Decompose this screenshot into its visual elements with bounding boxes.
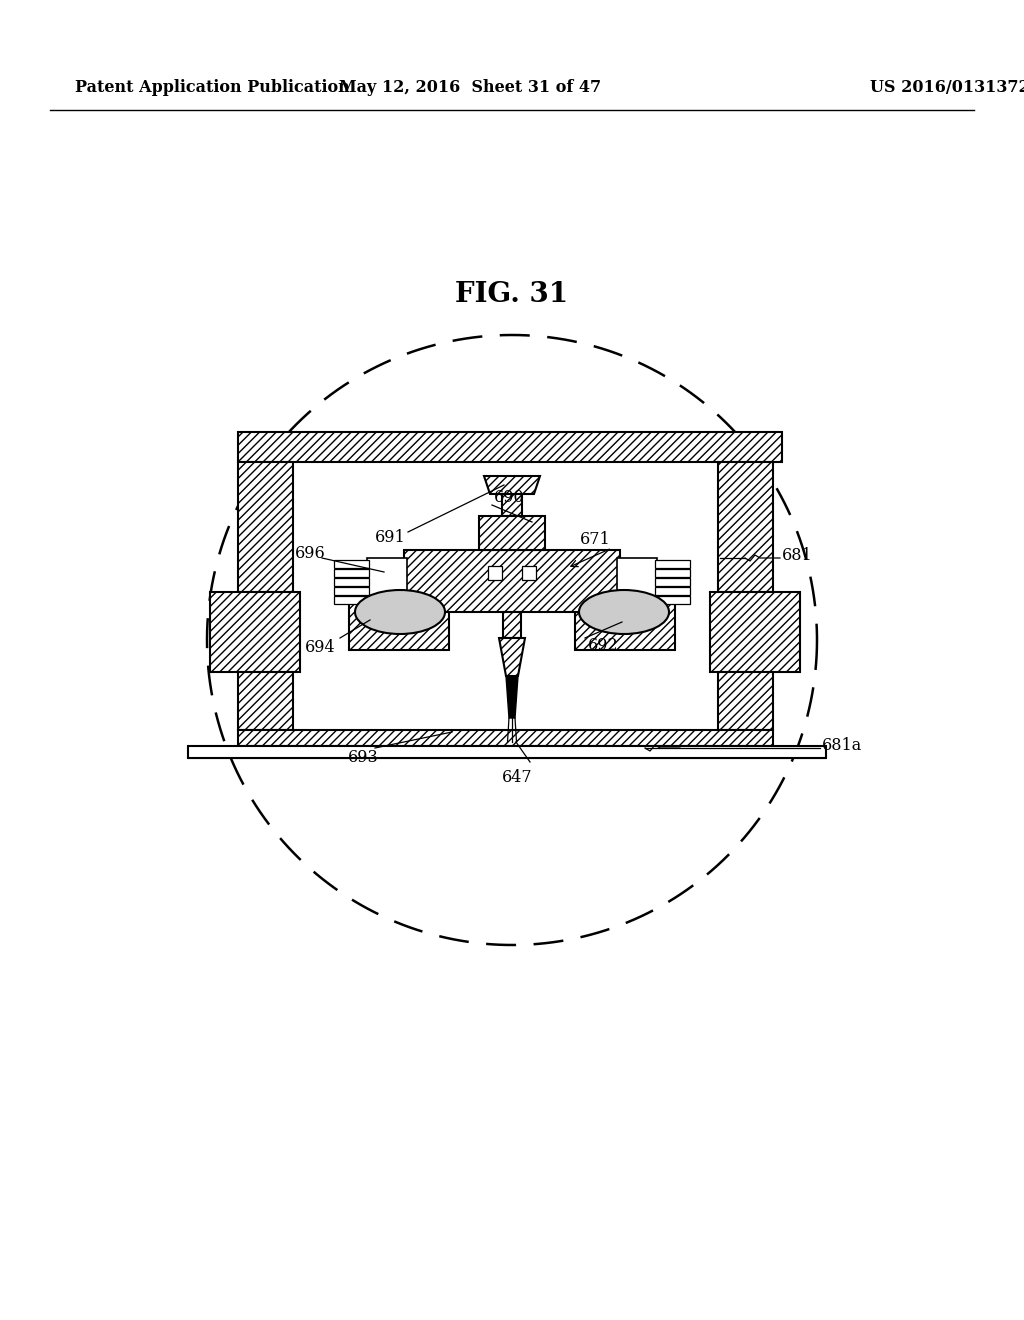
Polygon shape	[655, 569, 690, 577]
Text: May 12, 2016  Sheet 31 of 47: May 12, 2016 Sheet 31 of 47	[339, 79, 601, 96]
Polygon shape	[710, 591, 800, 672]
Ellipse shape	[355, 590, 445, 634]
Polygon shape	[655, 597, 690, 605]
Polygon shape	[334, 578, 369, 586]
Text: 692: 692	[588, 636, 618, 653]
Polygon shape	[718, 672, 773, 730]
Text: 696: 696	[295, 544, 326, 561]
Polygon shape	[488, 566, 502, 579]
Polygon shape	[349, 601, 449, 649]
Polygon shape	[210, 591, 300, 672]
Polygon shape	[334, 560, 369, 568]
Polygon shape	[238, 462, 293, 591]
Polygon shape	[502, 494, 522, 516]
Polygon shape	[238, 672, 293, 730]
Text: US 2016/0131372 A1: US 2016/0131372 A1	[870, 79, 1024, 96]
Polygon shape	[334, 569, 369, 577]
Polygon shape	[404, 550, 620, 612]
Polygon shape	[479, 516, 545, 550]
Polygon shape	[617, 558, 657, 605]
Polygon shape	[367, 558, 407, 605]
Polygon shape	[718, 462, 773, 591]
Polygon shape	[484, 477, 540, 494]
Text: 690: 690	[494, 490, 524, 507]
Polygon shape	[188, 746, 826, 758]
Text: 647: 647	[502, 770, 532, 787]
Text: 693: 693	[348, 750, 379, 767]
Polygon shape	[334, 597, 369, 605]
Polygon shape	[655, 587, 690, 595]
Text: Patent Application Publication: Patent Application Publication	[75, 79, 350, 96]
Text: 671: 671	[580, 532, 610, 549]
Text: 694: 694	[305, 639, 336, 656]
Polygon shape	[655, 560, 690, 568]
Polygon shape	[238, 730, 773, 746]
Polygon shape	[506, 676, 518, 718]
Text: FIG. 31: FIG. 31	[456, 281, 568, 309]
Text: 681: 681	[782, 548, 813, 565]
Polygon shape	[499, 638, 525, 676]
Ellipse shape	[579, 590, 669, 634]
Polygon shape	[575, 601, 675, 649]
Polygon shape	[503, 612, 521, 638]
Text: 691: 691	[375, 529, 406, 546]
Polygon shape	[238, 432, 782, 462]
Polygon shape	[522, 566, 536, 579]
Polygon shape	[655, 578, 690, 586]
Polygon shape	[334, 587, 369, 595]
Text: 681a: 681a	[822, 738, 862, 755]
Polygon shape	[188, 742, 826, 758]
